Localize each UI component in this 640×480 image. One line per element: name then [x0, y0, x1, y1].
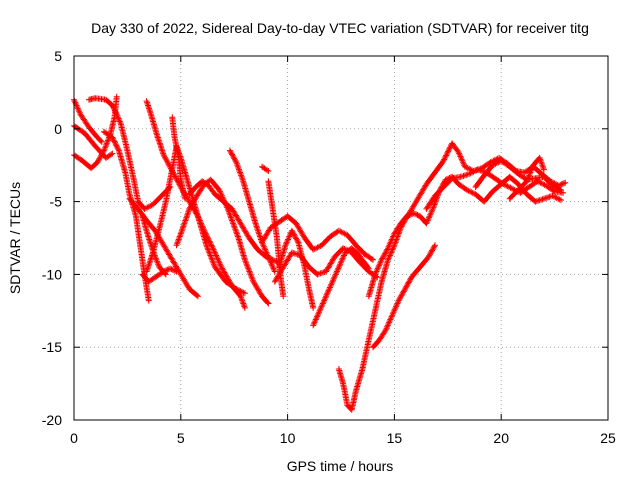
x-axis-label: GPS time / hours: [287, 458, 394, 474]
plot-frame: [73, 55, 609, 421]
y-axis-label: SDTVAR / TECUs: [7, 182, 23, 294]
x-tick-label: 25: [600, 430, 616, 446]
data-track: [276, 227, 317, 311]
data-track: [259, 163, 272, 174]
track-markers: [143, 143, 248, 297]
data-track: [370, 242, 438, 351]
y-tick-label: -20: [42, 412, 62, 428]
track-markers: [259, 213, 376, 263]
track-markers: [86, 95, 174, 212]
track-markers: [310, 245, 372, 329]
data-track: [506, 154, 547, 202]
track-markers: [335, 173, 564, 413]
y-tick-label: -15: [42, 339, 62, 355]
x-tick-labels: 0 5 10 15 20 25: [70, 430, 616, 446]
x-tick-label: 0: [70, 430, 78, 446]
x-tick-label: 20: [493, 430, 509, 446]
x-tick-label: 15: [387, 430, 403, 446]
data-track: [259, 213, 376, 263]
data-track: [86, 95, 174, 212]
track-markers: [259, 163, 272, 174]
data-points: [71, 93, 569, 413]
x-tick-label: 5: [177, 430, 185, 446]
track-markers: [276, 227, 317, 311]
data-track: [310, 245, 372, 329]
x-tick-label: 10: [280, 430, 296, 446]
y-tick-label: 0: [54, 121, 62, 137]
axis-ticks: [73, 55, 609, 421]
y-tick-label: -10: [42, 266, 62, 282]
data-track: [335, 173, 564, 413]
data-track: [226, 147, 278, 275]
y-tick-label: -5: [50, 194, 63, 210]
track-markers: [226, 147, 278, 275]
track-markers: [370, 242, 438, 351]
data-track: [143, 143, 248, 297]
chart-title: Day 330 of 2022, Sidereal Day-to-day VTE…: [91, 20, 589, 36]
track-markers: [506, 154, 547, 202]
y-tick-labels: -20 -15 -10 -5 0 5: [42, 48, 62, 428]
y-tick-label: 5: [54, 48, 62, 64]
